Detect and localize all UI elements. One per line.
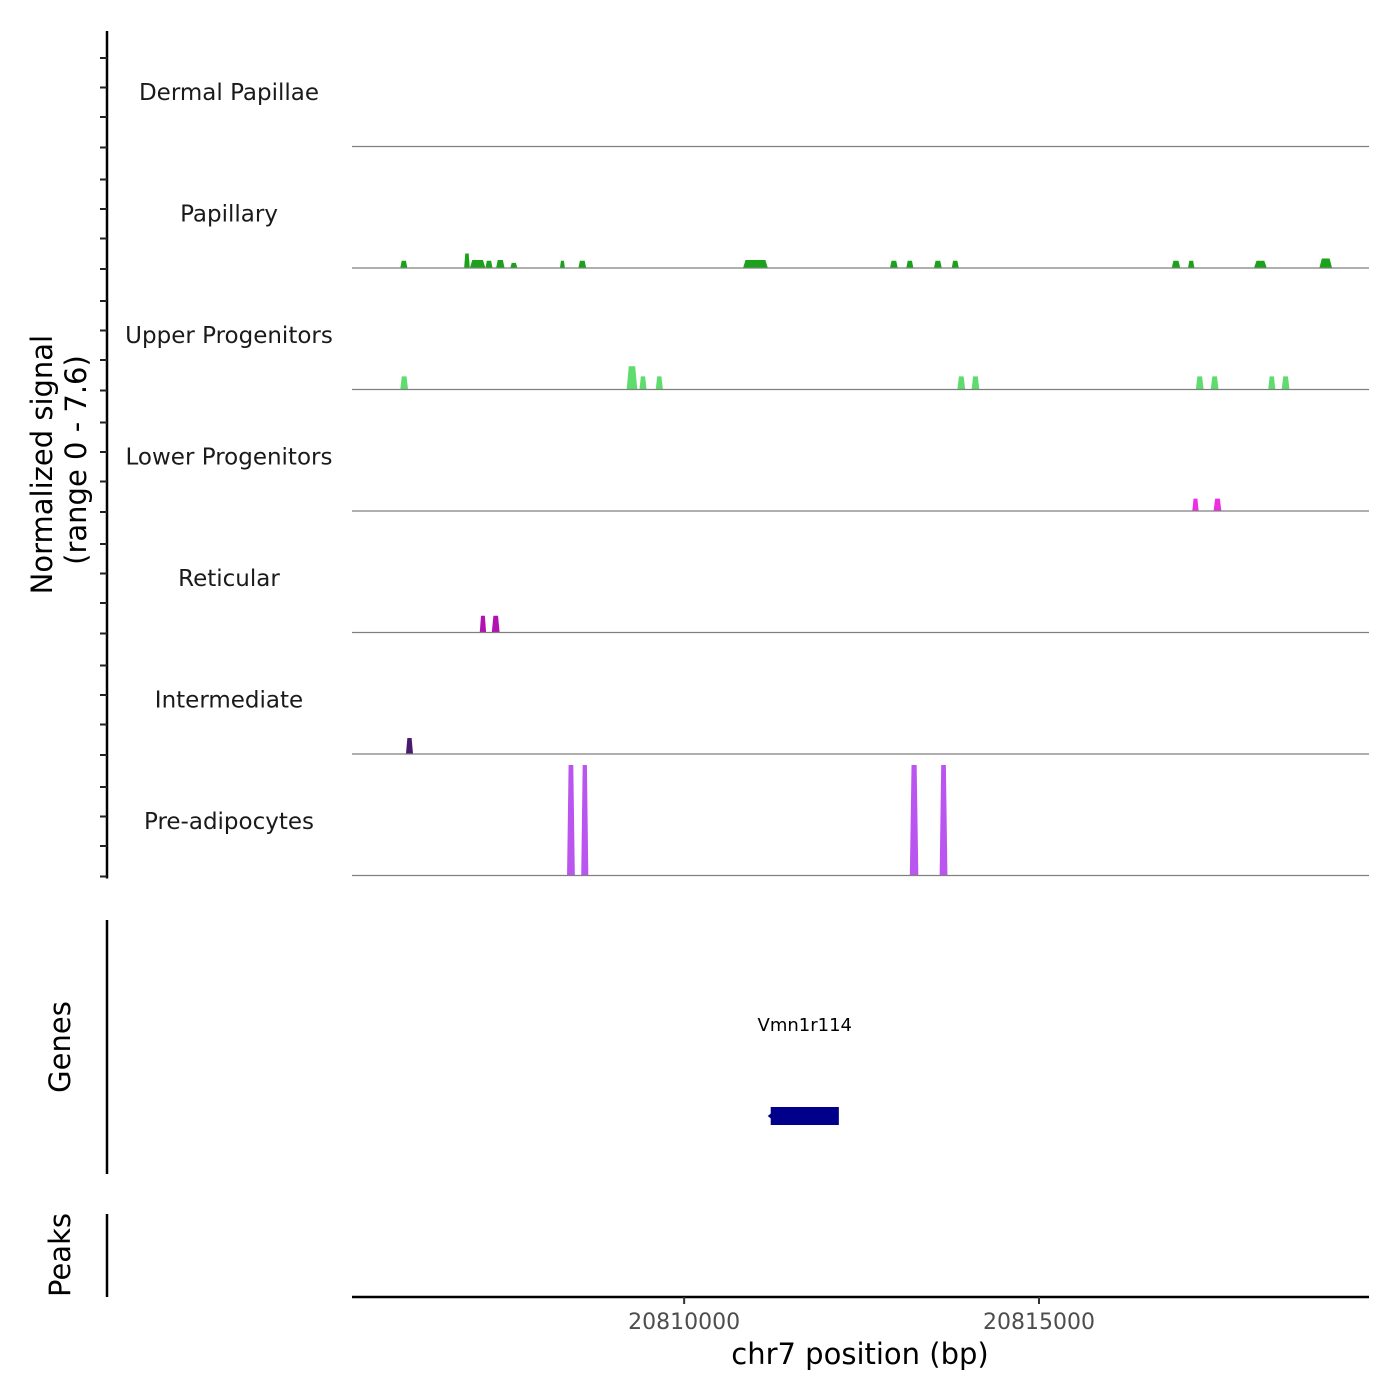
gene-strand-arrow [767,1112,773,1120]
signal-peak [743,260,768,268]
signal-peak [639,376,647,390]
signal-peak [951,260,959,268]
track-label: Papillary [180,201,278,227]
track-dermal-papillae: Dermal Papillae [139,80,1369,148]
signal-peak [1171,260,1181,268]
x-tick-label: 20815000 [983,1310,1095,1335]
signal-peak [485,260,493,268]
track-papillary: Papillary [180,201,1369,269]
signal-peak [400,376,409,390]
signal-peak [464,253,470,268]
signal-peak [626,366,638,390]
gene-glyphs: Vmn1r114 [758,1015,852,1125]
signal-peak [1188,260,1195,268]
track-lower-progenitors: Lower Progenitors [126,444,1369,512]
track-label: Intermediate [155,687,303,713]
signal-peak [491,615,500,633]
gene-vmn1r114: Vmn1r114 [758,1015,852,1125]
signal-peak [1210,376,1219,390]
signal-axis-title: Normalized signal (range 0 - 7.6) [25,326,93,595]
signal-peak [400,260,408,268]
track-label: Dermal Papillae [139,80,319,106]
x-ticks: 20810000 20815000 [628,1297,1095,1335]
signal-axis-title-line2: (range 0 - 7.6) [59,355,93,565]
track-reticular: Reticular [178,566,1369,634]
track-pre-adipocytes: Pre-adipocytes [144,765,1369,877]
gene-name-label: Vmn1r114 [758,1015,852,1036]
peaks-panel: Peaks [43,1213,109,1297]
signal-peak [479,615,487,633]
track-label: Reticular [178,566,280,592]
signal-peak [906,260,914,268]
signal-peak [1281,376,1290,390]
signal-peak [939,765,948,876]
signal-axis [100,31,109,879]
x-axis-title: chr7 position (bp) [731,1337,988,1371]
gene-body [770,1107,839,1125]
track-intermediate: Intermediate [155,687,1369,755]
signal-peak [933,260,942,268]
peaks-axis-title: Peaks [43,1213,77,1297]
coverage-tracks: Dermal Papillae Papillary Upper Progenitor… [125,80,1369,877]
signal-peak [1192,498,1199,511]
genes-axis-title: Genes [43,1001,77,1093]
signal-peak [510,262,518,268]
track-label: Lower Progenitors [126,444,333,470]
signal-peak [559,260,565,268]
track-label: Upper Progenitors [125,323,333,349]
signal-peak [1213,498,1222,511]
signal-axis-title-line1: Normalized signal [25,335,59,594]
signal-peak [405,738,414,754]
signal-peak [1195,376,1204,390]
signal-peak [469,260,486,268]
signal-peak [957,376,966,390]
signal-peak [496,260,505,268]
signal-peak [909,765,919,876]
genes-panel: Genes Vmn1r114 [43,920,852,1174]
signal-peak [1319,258,1333,268]
signal-peak [578,260,587,268]
signal-peak [889,260,898,268]
track-upper-progenitors: Upper Progenitors [125,323,1369,391]
x-tick-label: 20810000 [628,1310,740,1335]
signal-peak [1268,376,1276,390]
track-label: Pre-adipocytes [144,809,314,835]
x-axis: 20810000 20815000 chr7 position (bp) [352,1295,1369,1371]
signal-peak [581,765,589,876]
signal-peak [567,765,575,876]
signal-peak [971,376,980,390]
signal-peak [1254,260,1267,268]
signal-peak [655,376,663,390]
